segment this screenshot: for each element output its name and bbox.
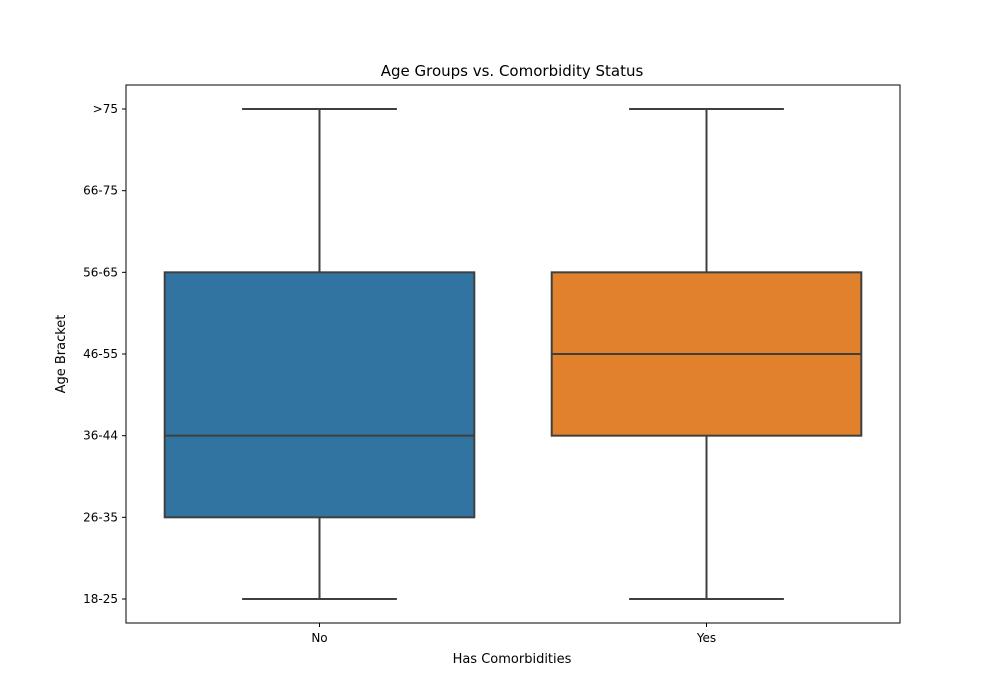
y-axis: 18-25 26-35 36-44 46-55 56-65 66-75 >75 [83,102,126,606]
box-yes [550,108,863,600]
y-tick-label: >75 [93,102,118,116]
iqr-box [163,271,476,519]
chart-title: Age Groups vs. Comorbidity Status [381,62,644,80]
x-axis-label: Has Comorbidities [453,652,572,667]
y-tick-label: 18-25 [83,592,118,606]
y-tick-label: 66-75 [83,184,118,198]
x-tick-label: No [311,631,327,645]
box-no [163,108,476,600]
y-tick-label: 26-35 [83,510,118,524]
x-tick-label: Yes [696,631,716,645]
boxes-layer [163,108,863,600]
y-tick-label: 56-65 [83,265,118,279]
y-tick-label: 36-44 [83,429,118,443]
y-tick-label: 46-55 [83,347,118,361]
y-axis-label: Age Bracket [54,315,69,394]
x-axis: No Yes [311,623,716,645]
